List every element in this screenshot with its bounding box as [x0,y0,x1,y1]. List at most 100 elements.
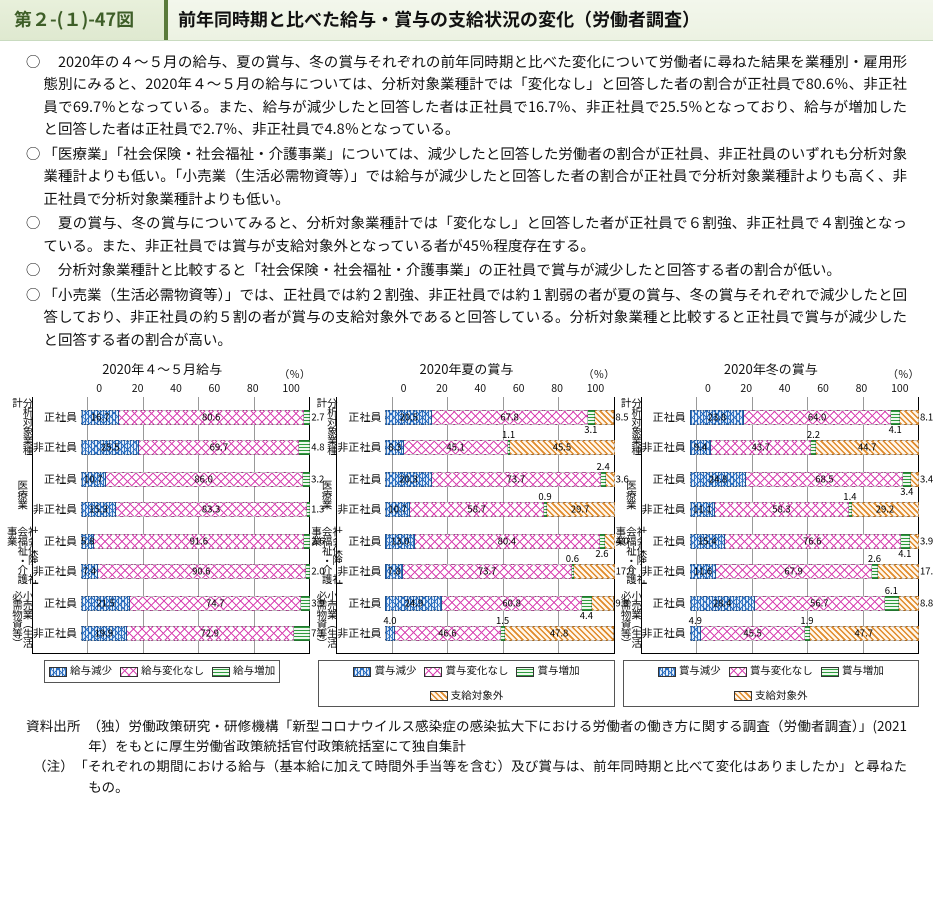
legend-label: 給与減少 [70,663,112,679]
bullet-mark: ○ [26,212,41,234]
bar-value-label: 10.7 [84,475,102,485]
source-label: 資料出所 [26,715,81,735]
row-label: 正社員 [642,533,690,550]
bar-segment: 56.7 [755,596,885,611]
bar-segment: 19.9 [81,626,127,641]
bar-segment: 44.7 [816,440,919,455]
bar-value-label: 80.4 [498,537,516,547]
bar-value-label: 4.1 [898,549,911,559]
bar-row: 正社員5.891.62.6 [33,529,310,553]
bar-value-label: 21.5 [96,599,114,609]
y-group-label: 医療業 [17,480,28,509]
chart: 2020年４～５月給与（％）020406080100分析対象業種計医療業社会保険… [14,359,310,707]
bar-value-label: 56.7 [810,599,828,609]
bar-segment: 43.7 [711,440,811,455]
bullet-text: 「小売業（生活必需物資等）」では、正社員では約２割強、非正社員では約１割弱の者が… [43,284,907,350]
bar-segment: 15.4 [690,534,725,549]
legend-label: 給与増加 [233,663,275,679]
bar-segment: 3.9 [301,596,310,611]
bar-segment: 46.6 [395,626,502,641]
legend-label: 賞与変化なし [445,663,508,679]
source-line: 資料出所 （独）労働政策研究・研修機構「新型コロナウイルス感染症の感染拡大下にお… [26,715,907,756]
bullet-item: ○ 分析対象業種計と比較すると「社会保険・社会福祉・介護事業」の正社員で賞与が減… [26,259,907,281]
bar-value-label: 73.7 [507,475,525,485]
bar-value-label: 29.2 [876,505,894,515]
bar-segment: 90.6 [98,564,306,579]
bar-segment: 69.7 [139,440,299,455]
legend-label: 支給対象外 [451,688,504,704]
bar-value-label: 1.9 [800,616,813,626]
bar-value-label: 2.7 [311,413,324,423]
bar-segment: 64.0 [744,410,891,425]
bar-row: 正社員20.567.83.18.5 [337,405,614,429]
bar-row: 非正社員11.667.92.617.9 [642,559,919,583]
bar-segment: 3.6 [606,472,614,487]
bar-row: 非正社員11.158.31.429.2 [642,497,919,521]
bar-value-label: 1.1 [502,430,515,440]
bar-value-label: 58.3 [772,505,790,515]
bar-value-label: 91.6 [190,537,208,547]
bar-segment: 10.7 [385,502,410,517]
row-label: 非正社員 [33,625,81,642]
bar-value-label: 73.7 [478,567,496,577]
y-group-label: 分析対象業種計 [620,397,641,461]
bar-segment: 13.0 [385,534,415,549]
bar-value-label: 2.6 [595,549,608,559]
bar-segment: 23.8 [690,410,745,425]
row-label: 正社員 [642,471,690,488]
row-label: 正社員 [33,595,81,612]
legend-label: 賞与増加 [537,663,579,679]
bar-value-label: 2.0 [311,567,324,577]
bullet-mark: ○ [26,259,41,281]
y-group-label: 小売業（生活必需物資等） [12,590,33,654]
bar-segment: 60.8 [442,596,581,611]
row-label: 正社員 [337,595,385,612]
bar-segment: 7.4 [81,564,98,579]
bar-segment: 21.5 [81,596,130,611]
bar-value-label: 3.9 [920,537,933,547]
row-label: 正社員 [642,409,690,426]
bar-row: 非正社員4.945.51.947.7 [642,621,919,645]
bar-row: 非正社員15.383.31.3 [33,497,310,521]
bar-value-label: 24.8 [709,475,727,485]
bar-segment: 15.3 [81,502,116,517]
bar-value-label: 69.7 [210,443,228,453]
bar-row: 正社員24.868.53.43.4 [642,467,919,491]
bar-segment: 4.0 [385,626,394,641]
chart-title: 2020年夏の賞与 [318,359,614,379]
chart-title: 2020年冬の賞与 [623,359,919,379]
bar-value-label: 68.5 [815,475,833,485]
x-unit: （％） [583,367,615,383]
bar-row: 正社員21.574.73.9 [33,591,310,615]
bar-row: 正社員10.786.03.2 [33,467,310,491]
bar-row: 正社員23.864.04.18.1 [642,405,919,429]
row-label: 非正社員 [337,563,385,580]
bar-segment: 20.3 [385,472,432,487]
bar-row: 正社員24.960.84.49.8 [337,591,614,615]
bar-segment: 4.1 [891,410,900,425]
bar-segment: 2.0 [306,564,311,579]
y-group-label: 分析対象業種計 [12,397,33,461]
bar-segment: 10.7 [81,472,106,487]
bar-value-label: 47.7 [855,629,873,639]
chart: 2020年冬の賞与（％）020406080100分析対象業種計医療業社会保険・社… [623,359,919,707]
footnotes: 資料出所 （独）労働政策研究・研修機構「新型コロナウイルス感染症の感染拡大下にお… [0,707,933,814]
bar-value-label: 86.0 [194,475,212,485]
row-label: 非正社員 [642,439,690,456]
x-axis: 020406080100 [336,381,614,397]
bar-segment: 11.6 [690,564,717,579]
bar-value-label: 24.9 [405,599,423,609]
row-label: 正社員 [642,595,690,612]
bullet-mark: ○ [26,284,41,306]
row-label: 正社員 [33,533,81,550]
bar-value-label: 90.6 [192,567,210,577]
bar-value-label: 72.9 [200,629,218,639]
bar-value-label: 60.8 [502,599,520,609]
bar-segment: 8.5 [595,410,614,425]
bar-segment: 17.9 [878,564,919,579]
chart: 2020年夏の賞与（％）020406080100分析対象業種計医療業社会保険・社… [318,359,614,707]
bar-value-label: 25.5 [101,443,119,453]
bar-value-label: 7.1 [311,629,324,639]
bar-segment: 4.0 [605,534,614,549]
bar-row: 非正社員9.443.72.244.7 [642,435,919,459]
